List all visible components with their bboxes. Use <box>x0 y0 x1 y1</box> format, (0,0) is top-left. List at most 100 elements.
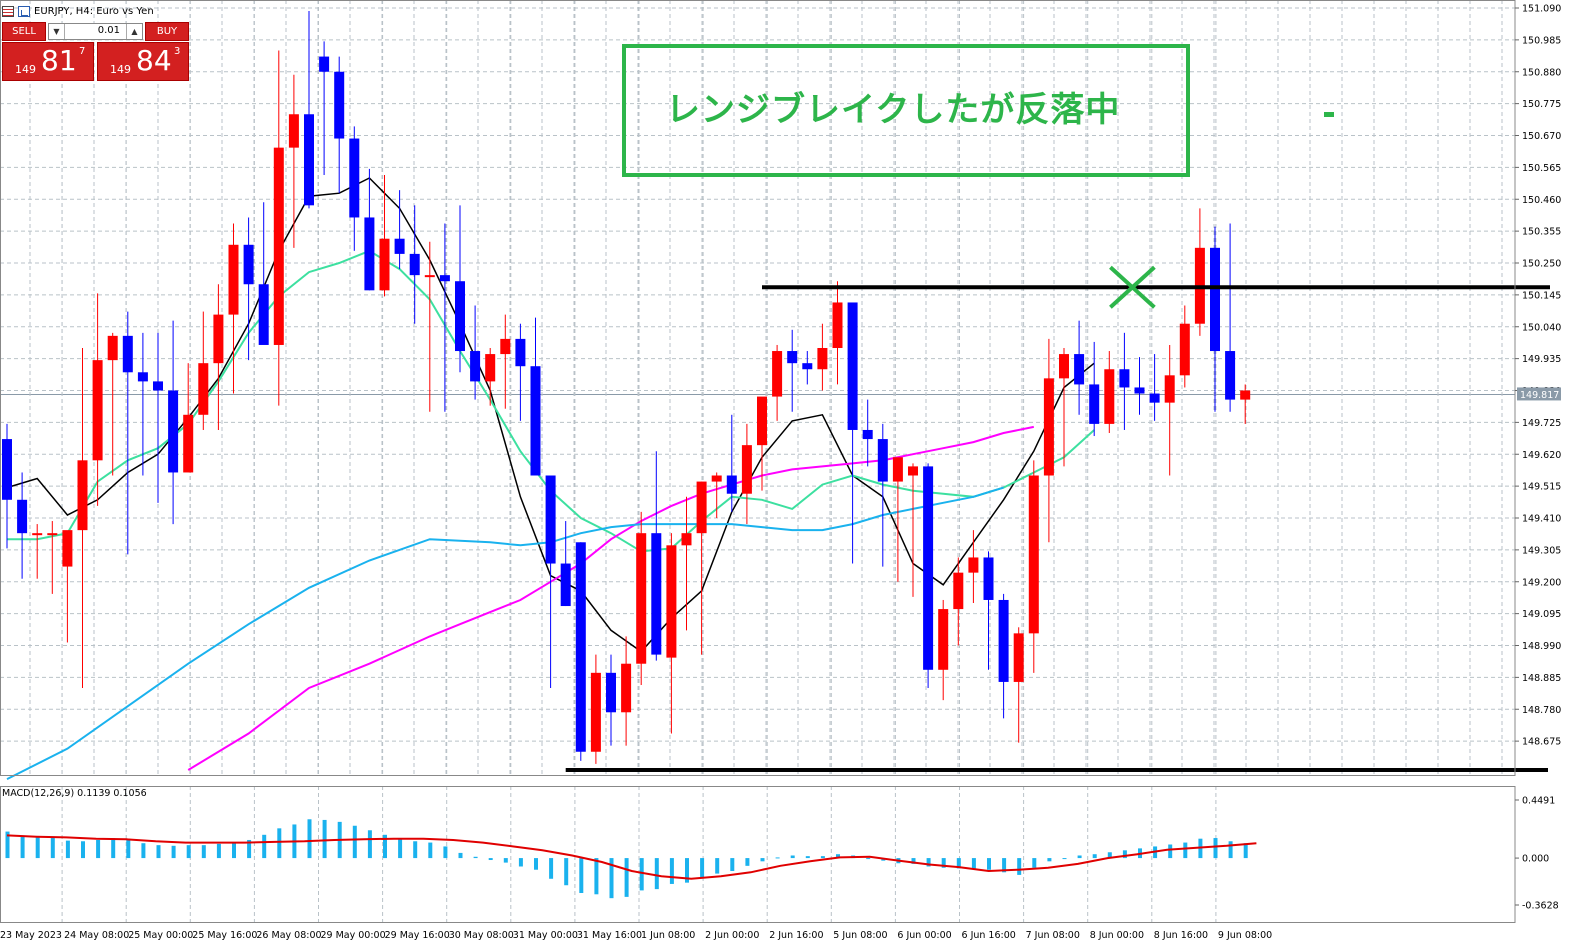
annotation-box: レンジブレイクしたが反落中 <box>622 44 1190 177</box>
candle-body <box>877 439 888 482</box>
lot-increase-icon[interactable]: ▲ <box>126 24 142 39</box>
macd-histogram-bar <box>5 831 10 859</box>
candle-body <box>938 609 949 670</box>
bull-candle <box>892 457 903 582</box>
macd-histogram-bar <box>201 845 206 859</box>
lot-size-field[interactable]: ▼ 0.01 ▲ <box>48 23 143 40</box>
current-price-tag <box>1517 387 1561 401</box>
macd-histogram-bar <box>443 846 448 859</box>
current-price-label: 149.817 <box>1520 390 1559 401</box>
sell-price-sup: 7 <box>79 46 86 57</box>
candle-body <box>1013 633 1024 682</box>
candle-body <box>726 475 737 494</box>
macd-histogram-bar <box>126 838 131 859</box>
chart-menu-icon[interactable] <box>2 5 14 17</box>
bull-candle <box>288 74 299 248</box>
macd-histogram-bar <box>654 858 659 890</box>
macd-histogram-bar <box>1062 858 1067 860</box>
sell-price-big: 81 <box>41 44 77 77</box>
buy-price[interactable]: 149 84 3 <box>97 42 189 81</box>
macd-y-tick-label: 0.000 <box>1522 854 1549 865</box>
candle-body <box>1210 247 1220 352</box>
chart-window-icon[interactable] <box>18 5 30 17</box>
macd-histogram-bar <box>141 843 146 859</box>
candle-body <box>1028 475 1039 634</box>
sell-price[interactable]: 149 81 7 <box>2 42 94 81</box>
candle-body <box>923 466 934 670</box>
y-tick-label: 150.250 <box>1522 259 1561 270</box>
macd-histogram-bar <box>579 858 584 893</box>
candle-body <box>455 281 465 352</box>
bull-candle <box>107 332 118 476</box>
candle-body <box>515 338 526 367</box>
macd-histogram-bar <box>1077 855 1082 859</box>
macd-histogram-bar <box>730 858 735 872</box>
macd-histogram-bar <box>820 856 825 859</box>
buy-price-sup: 3 <box>174 46 181 57</box>
buy-price-big: 84 <box>136 44 172 77</box>
macd-histogram-bar <box>81 841 85 859</box>
candle-body <box>802 363 813 370</box>
y-tick-label: 149.305 <box>1522 545 1561 556</box>
candle-body <box>590 672 601 752</box>
macd-histogram-bar <box>564 858 569 886</box>
candle-body <box>213 314 224 364</box>
macd-histogram-bar <box>20 835 25 859</box>
grid <box>0 0 1515 922</box>
bear-candle <box>847 302 858 564</box>
candle-body <box>817 348 828 370</box>
candle-body <box>862 429 873 440</box>
bear-candle <box>364 168 375 291</box>
y-tick-label: 148.885 <box>1522 673 1561 684</box>
x-tick-label: 5 Jun 08:00 <box>833 930 887 941</box>
bull-candle <box>938 599 949 701</box>
candle-body <box>2 439 12 500</box>
macd-histogram-bar <box>171 845 176 859</box>
macd-histogram-bar <box>1002 858 1007 873</box>
price-pane-frame <box>0 0 1516 776</box>
y-tick-label: 150.145 <box>1522 290 1561 301</box>
candle-body <box>183 414 194 473</box>
bear-candle <box>258 202 269 345</box>
candle-body <box>500 338 511 355</box>
macd-histogram-bar <box>715 858 720 874</box>
y-tick-label: 149.620 <box>1522 450 1561 461</box>
bull-candle <box>1013 627 1024 743</box>
y-tick-label: 149.725 <box>1522 418 1561 429</box>
sell-button[interactable]: SELL <box>2 22 46 41</box>
macd-histogram-bar <box>413 841 418 859</box>
buy-button[interactable]: BUY <box>145 22 189 41</box>
lot-decrease-icon[interactable]: ▼ <box>49 24 65 39</box>
candle-body <box>409 253 420 276</box>
candle-body <box>530 366 541 476</box>
candle-body <box>711 475 722 482</box>
y-tick-label: 148.675 <box>1522 737 1561 748</box>
macd-histogram-bar <box>1168 844 1173 859</box>
bear-candle <box>1119 332 1130 430</box>
candle-body <box>198 363 209 415</box>
x-tick-label: 2 Jun 00:00 <box>705 930 759 941</box>
bull-candle <box>1164 344 1175 476</box>
y-tick-label: 148.780 <box>1522 705 1561 716</box>
macd-histogram-bar <box>307 819 312 859</box>
macd-histogram-bar <box>473 856 478 859</box>
candle-body <box>1179 323 1190 376</box>
y-tick-label: 150.040 <box>1522 322 1561 333</box>
one-click-trading-panel: SELL ▼ 0.01 ▲ BUY 149 81 7 149 84 3 <box>2 22 189 81</box>
bear-candle <box>349 126 360 251</box>
bull-candle <box>32 524 43 579</box>
macd-histogram-bar <box>609 858 614 899</box>
macd-histogram-bar <box>518 858 523 867</box>
candle-body <box>560 563 571 607</box>
candle-body <box>983 557 994 600</box>
x-tick-label: 1 Jun 08:00 <box>641 930 695 941</box>
y-tick-label: 149.200 <box>1522 577 1561 588</box>
candle-body <box>636 533 647 664</box>
x-tick-label: 8 Jun 00:00 <box>1090 930 1144 941</box>
bull-candle <box>590 654 601 764</box>
candle-body <box>243 244 254 285</box>
candle-body <box>364 217 375 291</box>
candle-body <box>273 147 284 345</box>
bull-candle <box>832 281 843 385</box>
